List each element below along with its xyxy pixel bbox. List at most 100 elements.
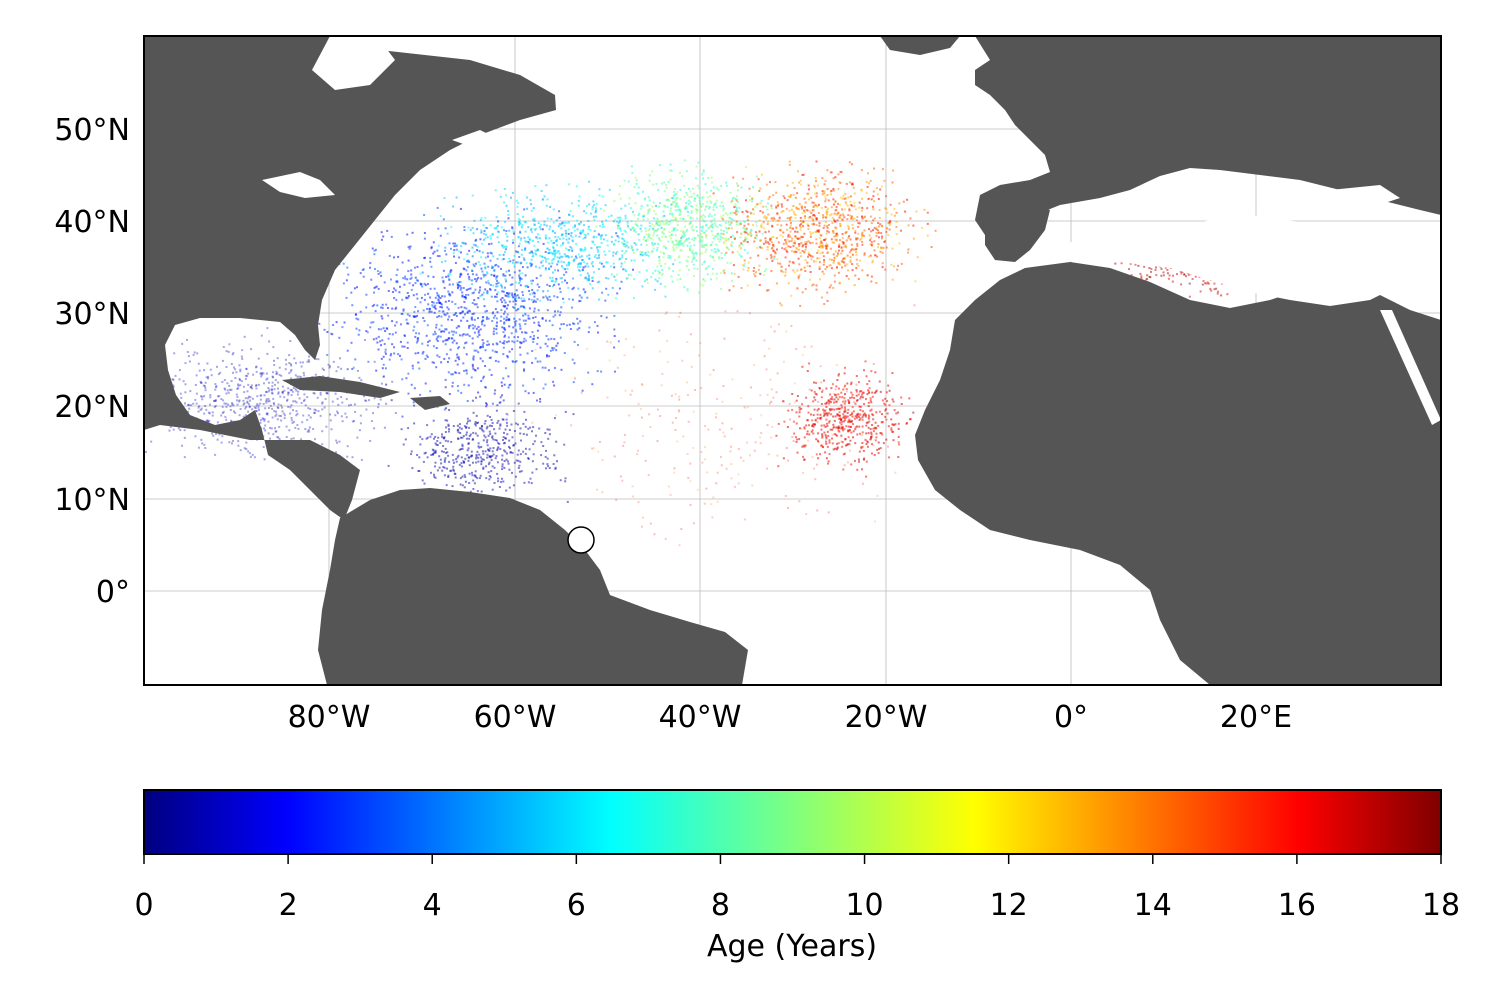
particle-dot [468, 464, 471, 467]
particle-dot [268, 340, 271, 343]
particle-dot [667, 180, 670, 183]
particle-dot [459, 436, 462, 439]
particle-dot [717, 188, 720, 191]
particle-dot [474, 325, 476, 328]
particle-dot [713, 222, 716, 225]
particle-dot [515, 199, 518, 202]
particle-dot [866, 441, 869, 444]
particle-dot [828, 441, 831, 444]
particle-dot [543, 223, 546, 226]
particle-dot [679, 240, 682, 242]
particle-dot [225, 405, 228, 408]
particle-dot [668, 235, 671, 238]
particle-dot [425, 354, 428, 357]
particle-dot [683, 195, 686, 198]
particle-dot [536, 298, 539, 301]
particle-dot [319, 391, 322, 394]
particle-dot [720, 185, 723, 188]
particle-dot [833, 401, 835, 404]
particle-dot [440, 330, 443, 333]
particle-dot [807, 255, 809, 258]
particle-dot [828, 286, 831, 289]
particle-dot [862, 449, 865, 452]
particle-dot [585, 277, 588, 280]
particle-dot [611, 286, 614, 289]
particle-dot [819, 417, 822, 420]
particle-dot [546, 217, 549, 220]
particle-dot [805, 208, 808, 211]
particle-dot [547, 257, 550, 260]
particle-dot [821, 190, 824, 193]
particle-dot [676, 278, 679, 281]
particle-dot [765, 205, 767, 208]
particle-dot [531, 430, 533, 433]
particle-dot [746, 284, 749, 287]
particle-dot [502, 304, 505, 307]
particle-dot [459, 483, 462, 486]
particle-dot [583, 233, 586, 236]
particle-dot [479, 219, 482, 222]
particle-dot [746, 269, 749, 272]
particle-dot [471, 342, 474, 345]
particle-dot [815, 393, 818, 396]
particle-dot [340, 367, 343, 370]
particle-dot [838, 411, 841, 414]
particle-dot [668, 169, 671, 172]
particle-dot [533, 299, 536, 302]
particle-dot [530, 279, 532, 282]
particle-dot [656, 280, 659, 283]
particle-dot [793, 240, 796, 243]
particle-dot [505, 316, 508, 319]
particle-dot [852, 186, 855, 189]
particle-dot [764, 237, 767, 240]
particle-dot [798, 263, 801, 266]
particle-dot [798, 438, 801, 441]
particle-dot [555, 344, 558, 347]
particle-dot [596, 370, 599, 373]
particle-dot [856, 414, 859, 416]
particle-dot [506, 356, 509, 359]
particle-dot [313, 411, 316, 414]
particle-dot [857, 222, 860, 225]
particle-dot [494, 189, 497, 192]
particle-dot [472, 411, 475, 414]
particle-dot [466, 417, 469, 420]
particle-dot [485, 309, 488, 312]
particle-dot [661, 273, 664, 275]
particle-dot [290, 364, 293, 367]
particle-dot [441, 261, 443, 264]
particle-dot [837, 387, 840, 390]
particle-dot [508, 229, 511, 232]
particle-dot [669, 209, 672, 212]
particle-dot [471, 279, 474, 282]
particle-dot [873, 167, 876, 170]
particle-dot [242, 385, 245, 388]
particle-dot [804, 217, 807, 220]
particle-dot [565, 264, 568, 267]
particle-dot [451, 300, 454, 303]
particle-dot [865, 180, 868, 183]
particle-dot [675, 204, 678, 206]
particle-dot [772, 243, 775, 246]
particle-dot [504, 328, 507, 331]
particle-dot [753, 273, 756, 276]
particle-dot [825, 387, 828, 390]
particle-dot [856, 244, 859, 247]
particle-dot [507, 293, 510, 296]
particle-dot [539, 400, 542, 403]
particle-dot [486, 316, 488, 319]
particle-dot [771, 247, 774, 249]
particle-dot [486, 453, 489, 456]
particle-dot [202, 384, 205, 387]
particle-dot [695, 253, 698, 255]
particle-dot [479, 395, 482, 398]
particle-dot [337, 403, 340, 406]
particle-dot [711, 219, 714, 222]
particle-dot [792, 210, 795, 213]
particle-dot [771, 260, 774, 262]
particle-dot [512, 261, 514, 264]
particle-dot [554, 253, 556, 256]
particle-dot [836, 219, 839, 222]
particle-dot [881, 251, 884, 254]
particle-dot [514, 328, 517, 331]
